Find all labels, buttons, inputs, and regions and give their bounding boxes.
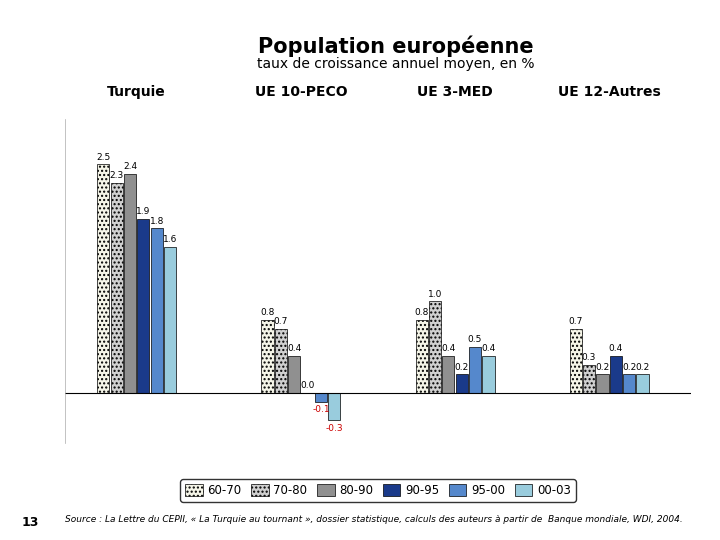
Text: 0.2: 0.2: [622, 363, 636, 372]
Text: 0.4: 0.4: [441, 345, 456, 353]
Text: 0.8: 0.8: [415, 308, 429, 317]
Bar: [456, 374, 468, 393]
Text: Turquie: Turquie: [107, 85, 166, 99]
Text: taux de croissance annuel moyen, en %: taux de croissance annuel moyen, en %: [257, 57, 535, 71]
Text: 13: 13: [22, 516, 39, 529]
Text: 0.4: 0.4: [287, 345, 302, 353]
Bar: [288, 356, 300, 393]
Bar: [570, 329, 582, 393]
Text: 1.0: 1.0: [428, 289, 442, 299]
Bar: [415, 320, 428, 393]
Text: 0.4: 0.4: [608, 345, 623, 353]
Bar: [138, 219, 150, 393]
Text: 0.2: 0.2: [454, 363, 469, 372]
Bar: [583, 365, 595, 393]
Bar: [110, 183, 123, 393]
Bar: [623, 374, 635, 393]
Bar: [261, 320, 274, 393]
Text: 0.3: 0.3: [582, 354, 596, 362]
Bar: [610, 356, 622, 393]
Text: UE 12-Autres: UE 12-Autres: [558, 85, 660, 99]
Bar: [469, 347, 481, 393]
Text: 2.5: 2.5: [96, 153, 110, 161]
Text: 0.0: 0.0: [300, 381, 315, 390]
Text: 0.2: 0.2: [635, 363, 649, 372]
Bar: [275, 329, 287, 393]
Bar: [482, 356, 495, 393]
Text: 1.8: 1.8: [150, 217, 164, 226]
Bar: [636, 374, 649, 393]
Text: 0.5: 0.5: [468, 335, 482, 344]
Text: UE 3-MED: UE 3-MED: [417, 85, 493, 99]
Bar: [150, 228, 163, 393]
Text: 0.2: 0.2: [595, 363, 610, 372]
Text: -0.3: -0.3: [325, 424, 343, 433]
Bar: [124, 173, 136, 393]
Text: Source : La Lettre du CEPII, « La Turquie au tournant », dossier statistique, ca: Source : La Lettre du CEPII, « La Turqui…: [65, 515, 683, 524]
Legend: 60-70, 70-80, 80-90, 90-95, 95-00, 00-03: 60-70, 70-80, 80-90, 90-95, 95-00, 00-03: [180, 479, 576, 502]
Text: 0.8: 0.8: [261, 308, 275, 317]
Bar: [429, 301, 441, 393]
Bar: [164, 247, 176, 393]
Text: 2.4: 2.4: [123, 162, 137, 171]
Text: 0.7: 0.7: [274, 317, 288, 326]
Text: -0.1: -0.1: [312, 406, 330, 414]
Text: Population européenne: Population européenne: [258, 35, 534, 57]
Text: 0.7: 0.7: [569, 317, 583, 326]
Text: UE 10-PECO: UE 10-PECO: [255, 85, 347, 99]
Bar: [442, 356, 454, 393]
Bar: [328, 393, 341, 420]
Bar: [596, 374, 608, 393]
Text: 1.9: 1.9: [136, 207, 150, 217]
Text: 2.3: 2.3: [109, 171, 124, 180]
Text: 0.4: 0.4: [481, 345, 495, 353]
Text: 1.6: 1.6: [163, 235, 177, 244]
Bar: [97, 165, 109, 393]
Bar: [315, 393, 327, 402]
